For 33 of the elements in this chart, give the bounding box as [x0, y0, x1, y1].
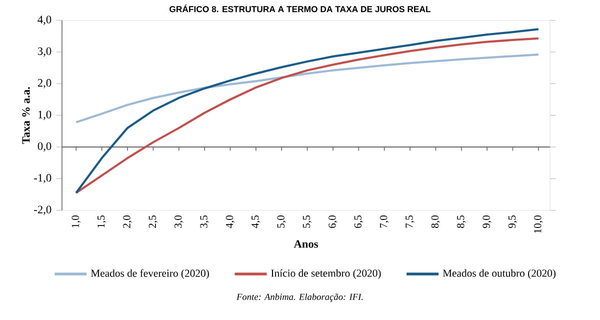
x-tick-label: 9,0	[482, 215, 492, 228]
x-tick-label: 3,0	[174, 215, 184, 228]
x-axis-title: Anos	[294, 240, 318, 248]
y-tick-label: -2,0	[34, 206, 52, 215]
x-tick-label: 8,0	[431, 215, 440, 228]
x-tick-label: 4,5	[252, 215, 260, 228]
x-tick-label: 6,0	[328, 215, 338, 228]
y-tick-label: 1,0	[38, 110, 52, 120]
y-tick-label: 3,0	[38, 47, 52, 56]
x-tick-label: 1,5	[97, 215, 106, 228]
x-tick-label: 3,5	[200, 215, 209, 228]
y-tick-label: 2,0	[38, 78, 52, 88]
x-tick-label: 7,5	[406, 215, 414, 228]
x-tick-label: 5,0	[277, 215, 286, 228]
x-tick-label: 5,5	[302, 215, 312, 228]
x-tick-label: 6,5	[354, 215, 363, 228]
source-note: Fonte: Anbima. Elaboração: IFI.	[236, 293, 363, 302]
chart-title: GRÁFICO 8. ESTRUTURA A TERMO DA TAXA DE JUROS REAL	[170, 4, 431, 12]
x-tick-label: 1,0	[72, 215, 80, 228]
x-tick-label: 8,5	[457, 215, 466, 228]
x-tick-label: 10,0	[534, 215, 543, 233]
y-tick-label: 0,0	[38, 142, 52, 152]
legend-label: Meados de outubro (2020)	[442, 269, 556, 279]
legend-label: Início de setembro (2020)	[271, 269, 381, 279]
y-tick-label: -1,0	[34, 174, 52, 184]
x-tick-label: 4,0	[226, 215, 235, 228]
legend-label: Meados de fevereiro (2020)	[90, 269, 209, 279]
y-axis-title: Taxa % a.a.	[22, 86, 30, 144]
y-tick-label: 4,0	[38, 16, 52, 25]
x-tick-label: 9,5	[508, 215, 518, 228]
x-tick-label: 2,5	[148, 215, 158, 228]
x-tick-label: 7,0	[380, 215, 389, 228]
x-tick-label: 2,0	[123, 215, 132, 228]
